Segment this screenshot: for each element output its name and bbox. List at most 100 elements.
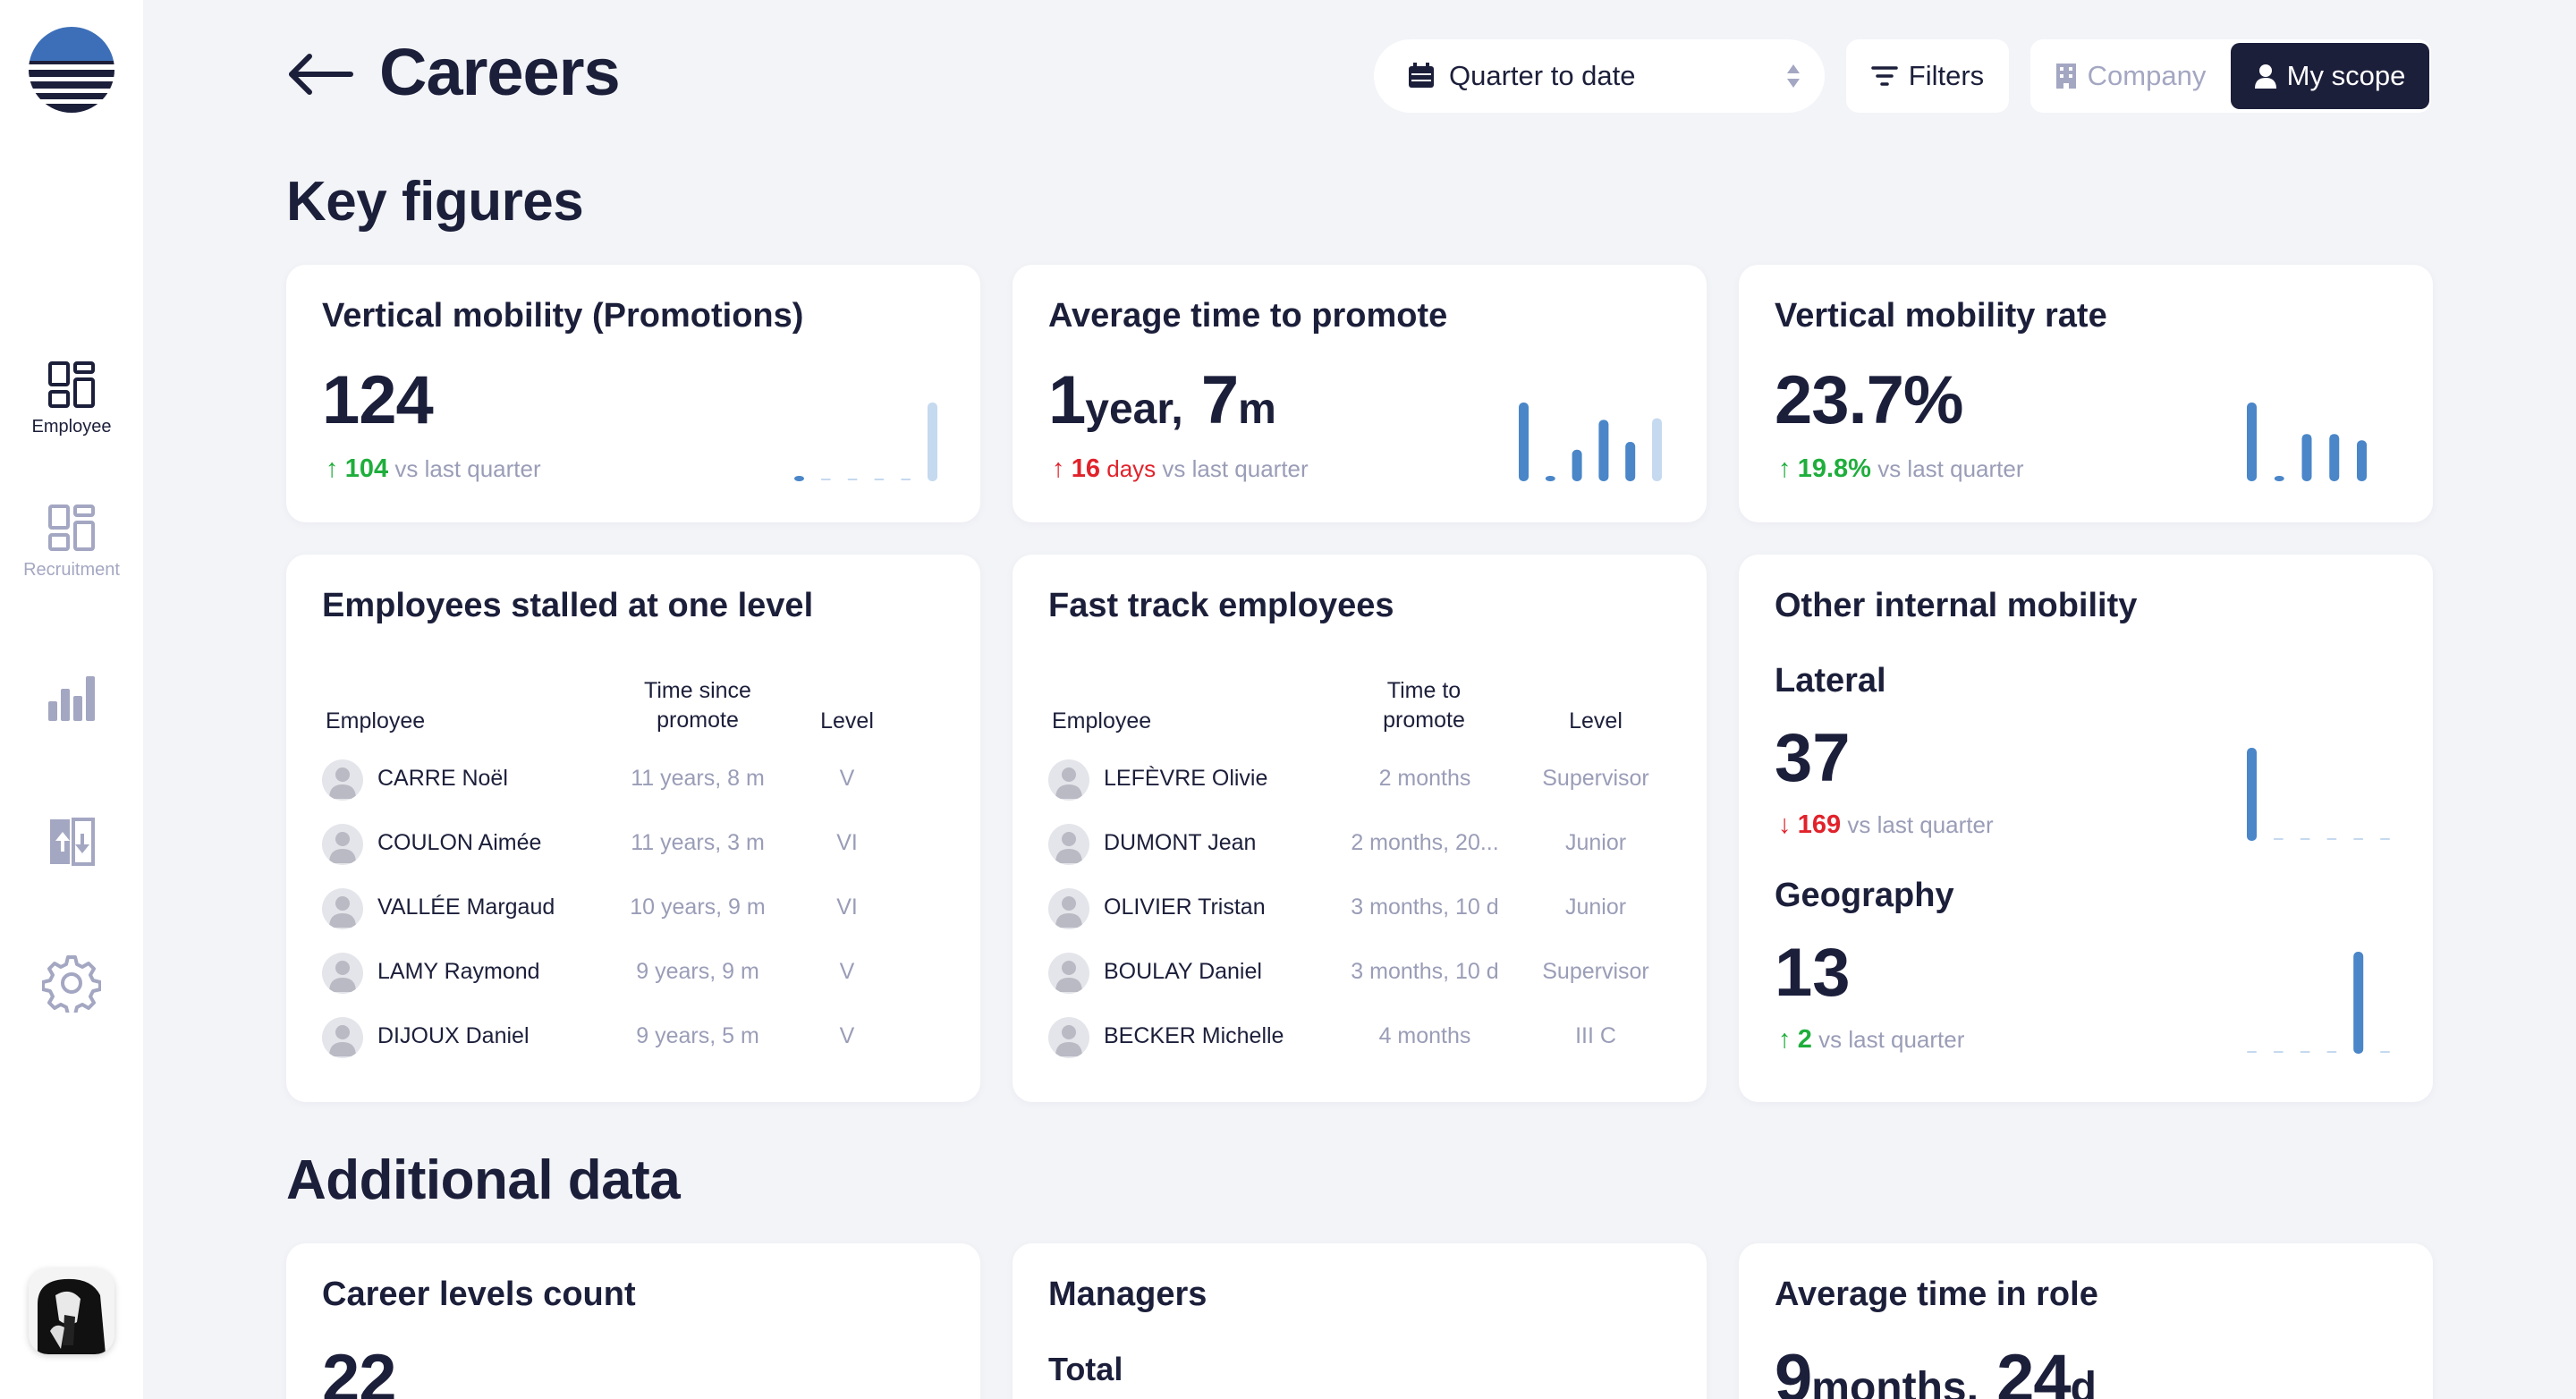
avatar-placeholder-icon <box>322 953 363 994</box>
table-row[interactable]: COULON Aimée 11 years, 3 m VI <box>322 818 948 868</box>
lateral-delta: ↓ 169 vs last quarter <box>1778 810 1994 840</box>
sparkbar-chart <box>794 403 937 481</box>
employee-name: DIJOUX Daniel <box>377 1023 530 1048</box>
nav-analytics[interactable] <box>0 673 143 723</box>
chart-baseline-dash <box>847 479 858 480</box>
chart-bar <box>1572 449 1582 481</box>
kpi-unit-years: year, <box>1085 386 1183 433</box>
chart-bar <box>2329 434 2340 481</box>
avatar-placeholder-icon <box>1048 824 1089 865</box>
kpi-value-days: 24 <box>1996 1341 2072 1399</box>
card-title: Fast track employees <box>1048 587 1394 624</box>
table-row[interactable]: VALLÉE Margaud 10 years, 9 m VI <box>322 882 948 932</box>
chart-baseline-dash <box>2300 838 2310 840</box>
career-levels-card[interactable]: Career levels count 22 <box>286 1243 980 1399</box>
user-avatar[interactable] <box>29 1268 114 1354</box>
table-row[interactable]: CARRE Noël 11 years, 8 m V <box>322 753 948 803</box>
kpi-card-promotions[interactable]: Vertical mobility (Promotions) 124 ↑ 104… <box>286 265 980 522</box>
section-additional-data: Additional data <box>286 1149 681 1211</box>
sparkbar-chart <box>1519 403 1662 481</box>
time-cell: 2 months, 20... <box>1351 830 1499 855</box>
time-in-role-card[interactable]: Average time in role 9months, 24d <box>1739 1243 2433 1399</box>
kpi-card-time-to-promote[interactable]: Average time to promote 1year, 7m ↑ 16 d… <box>1013 265 1707 522</box>
col-header-level: Level <box>1569 708 1623 733</box>
table-row[interactable]: DIJOUX Daniel 9 years, 5 m V <box>322 1011 948 1061</box>
chart-baseline-dash <box>874 479 885 480</box>
kpi-value: 9months, 24d <box>1775 1340 2097 1399</box>
card-title: Employees stalled at one level <box>322 587 814 624</box>
nav-recruitment-label: Recruitment <box>23 560 120 580</box>
chart-baseline-dash <box>901 479 911 480</box>
chart-baseline-dash <box>2273 838 2284 840</box>
sidebar: Employee Recruitment <box>0 0 143 1399</box>
time-cell: 10 years, 9 m <box>630 895 766 920</box>
chart-bar <box>2274 476 2284 481</box>
nav-mobility[interactable] <box>0 814 143 869</box>
time-cell: 2 months <box>1378 766 1471 791</box>
section-key-figures: Key figures <box>286 171 584 233</box>
avatar-placeholder-icon <box>1048 1017 1089 1058</box>
managers-card[interactable]: Managers Total <box>1013 1243 1707 1399</box>
scope-mine-button[interactable]: My scope <box>2231 43 2429 109</box>
table-row[interactable]: LEFÈVRE Olivie 2 months Supervisor <box>1048 753 1674 803</box>
dashboard-icon <box>48 504 95 551</box>
kpi-value: 124 <box>322 362 434 438</box>
sparkbar-chart <box>2247 403 2367 481</box>
kpi-delta: ↑ 104 vs last quarter <box>326 454 541 484</box>
filters-button[interactable]: Filters <box>1846 39 2009 113</box>
mobility-icon <box>50 818 95 866</box>
table-row[interactable]: BOULAY Daniel 3 months, 10 d Supervisor <box>1048 946 1674 996</box>
chart-baseline-dash <box>2300 1051 2310 1053</box>
level-cell: Supervisor <box>1542 959 1649 984</box>
chart-bar <box>2357 440 2367 481</box>
level-cell: V <box>839 766 855 791</box>
col-header-employee: Employee <box>326 708 426 733</box>
geography-label: Geography <box>1775 877 1954 914</box>
time-cell: 4 months <box>1378 1023 1471 1048</box>
chart-baseline-dash <box>2247 1051 2257 1053</box>
kpi-unit-months: m <box>1238 386 1276 433</box>
col-header-level: Level <box>820 708 874 733</box>
delta-value: 16 <box>1071 454 1100 483</box>
level-cell: Junior <box>1564 895 1627 920</box>
table-row[interactable]: BECKER Michelle 4 months III C <box>1048 1011 1674 1061</box>
delta-arrow-down: ↓ <box>1778 810 1792 839</box>
kpi-value: 1year, 7m <box>1048 361 1276 439</box>
scope-company-button[interactable]: Company <box>2030 39 2231 113</box>
lateral-value: 37 <box>1775 720 1851 796</box>
level-cell: V <box>839 1023 855 1048</box>
chart-bar <box>1598 420 1609 481</box>
avatar-image <box>29 1268 114 1354</box>
table-row[interactable]: OLIVIER Tristan 3 months, 10 d Junior <box>1048 882 1674 932</box>
period-select-value: Quarter to date <box>1449 60 1636 91</box>
chart-baseline-dash <box>2353 838 2364 840</box>
gear-icon <box>42 955 101 1013</box>
back-arrow-icon[interactable] <box>286 52 354 97</box>
nav-recruitment[interactable]: Recruitment <box>0 503 143 581</box>
nav-settings[interactable] <box>0 954 143 1013</box>
employee-name: BECKER Michelle <box>1104 1023 1284 1048</box>
table-row[interactable]: LAMY Raymond 9 years, 9 m V <box>322 946 948 996</box>
table-row[interactable]: DUMONT Jean 2 months, 20... Junior <box>1048 818 1674 868</box>
avatar-placeholder-icon <box>1048 888 1089 929</box>
company-logo[interactable] <box>27 25 116 114</box>
chart-bar <box>2301 434 2312 481</box>
chart-bar <box>1625 442 1636 481</box>
chart-baseline-dash <box>2380 838 2390 840</box>
delta-unit: days <box>1106 455 1157 482</box>
kpi-card-mobility-rate[interactable]: Vertical mobility rate 23.7% ↑ 19.8% vs … <box>1739 265 2433 522</box>
kpi-unit-days: d <box>2070 1364 2097 1399</box>
time-cell: 3 months, 10 d <box>1351 959 1499 984</box>
delta-suffix: vs last quarter <box>1162 455 1309 482</box>
time-cell: 3 months, 10 d <box>1351 895 1499 920</box>
kpi-title: Average time to promote <box>1048 297 1448 335</box>
delta-suffix: vs last quarter <box>394 455 541 482</box>
filter-icon <box>1871 66 1898 86</box>
dashboard-icon <box>48 361 95 408</box>
nav-employee[interactable]: Employee <box>0 360 143 437</box>
card-title: Managers <box>1048 1276 1208 1313</box>
avatar-placeholder-icon <box>322 1017 363 1058</box>
filters-label: Filters <box>1908 60 1985 91</box>
period-select[interactable]: Quarter to date <box>1374 39 1825 113</box>
kpi-title: Vertical mobility (Promotions) <box>322 297 804 335</box>
